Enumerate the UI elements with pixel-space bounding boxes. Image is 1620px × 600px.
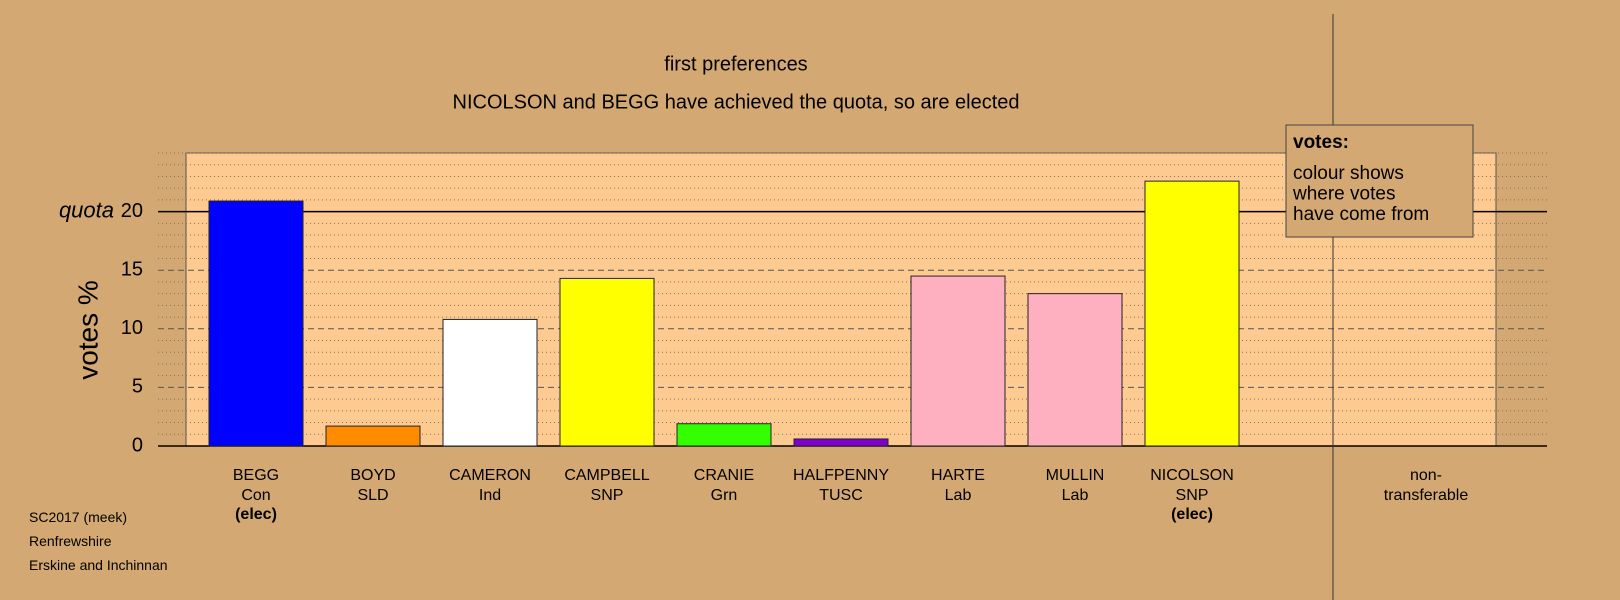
y-tick-label: 10 bbox=[121, 317, 143, 339]
bar bbox=[1027, 293, 1123, 447]
legend-text: colour shows bbox=[1293, 163, 1404, 184]
x-tick-label-group: NICOLSON SNP (elec) bbox=[1142, 466, 1242, 524]
x-tick-label: CRANIE bbox=[693, 467, 755, 484]
legend-text: where votes bbox=[1292, 184, 1395, 205]
party-label: SNP bbox=[590, 487, 624, 504]
x-tick-label: MULLIN bbox=[1045, 467, 1105, 484]
y-tick-label: 15 bbox=[121, 258, 143, 280]
quota-label: quota bbox=[59, 197, 114, 222]
legend-box bbox=[1285, 124, 1474, 238]
x-tick-label-group: CAMPBELL SNP bbox=[557, 466, 657, 506]
x-tick-label: HALFPENNY bbox=[792, 467, 890, 484]
party-label: Ind bbox=[478, 487, 502, 504]
bar bbox=[442, 318, 538, 447]
bar bbox=[208, 200, 304, 447]
x-tick-label: CAMPBELL bbox=[564, 467, 650, 484]
x-tick-label-group: CAMERON Ind bbox=[440, 466, 540, 506]
x-tick-label-group: MULLIN Lab bbox=[1025, 466, 1125, 506]
plot-area bbox=[185, 152, 1497, 447]
x-tick-label: non-transferable bbox=[1383, 467, 1469, 504]
status-label: (elec) bbox=[235, 506, 277, 523]
y-tick-label: 0 bbox=[132, 434, 143, 456]
x-tick-label: NICOLSON bbox=[1150, 467, 1234, 484]
bar bbox=[1144, 180, 1240, 447]
legend-text: have come from bbox=[1293, 204, 1429, 225]
x-tick-label: BOYD bbox=[350, 467, 396, 484]
bar bbox=[325, 425, 421, 447]
party-label: Lab bbox=[944, 487, 972, 504]
chart-title: first preferences bbox=[664, 53, 807, 75]
x-tick-label: BEGG bbox=[232, 467, 280, 484]
x-tick-label-group: HARTE Lab bbox=[908, 466, 1008, 506]
y-axis-label: votes % bbox=[72, 280, 103, 380]
footer-text: Erskine and Inchinnan bbox=[29, 557, 168, 573]
party-label: Con bbox=[241, 487, 271, 504]
x-tick-label-group: BOYD SLD bbox=[323, 466, 423, 506]
legend-title: votes: bbox=[1293, 132, 1349, 153]
x-tick-label-group: HALFPENNY TUSC bbox=[791, 466, 891, 506]
footer-text: Renfrewshire bbox=[29, 533, 112, 549]
bar bbox=[910, 275, 1006, 447]
party-label: Lab bbox=[1061, 487, 1089, 504]
party-label: SNP bbox=[1175, 487, 1209, 504]
bar bbox=[793, 438, 889, 447]
party-label: Grn bbox=[710, 487, 738, 504]
bar bbox=[559, 277, 655, 447]
footer-text: SC2017 (meek) bbox=[29, 509, 128, 525]
x-tick-label-group: BEGG Con (elec) bbox=[206, 466, 306, 524]
bar bbox=[676, 423, 772, 447]
x-tick-label: CAMERON bbox=[449, 467, 531, 484]
status-label: (elec) bbox=[1171, 506, 1213, 523]
y-tick-label: 20 bbox=[121, 200, 143, 222]
x-tick-label-group: CRANIE Grn bbox=[674, 466, 774, 506]
y-tick-label: 5 bbox=[132, 376, 143, 398]
party-label: TUSC bbox=[819, 487, 863, 504]
x-tick-label-group: non-transferable bbox=[1376, 466, 1476, 506]
chart-subtitle: NICOLSON and BEGG have achieved the quot… bbox=[453, 91, 1020, 113]
party-label: SLD bbox=[357, 487, 389, 504]
x-tick-label: HARTE bbox=[931, 467, 985, 484]
